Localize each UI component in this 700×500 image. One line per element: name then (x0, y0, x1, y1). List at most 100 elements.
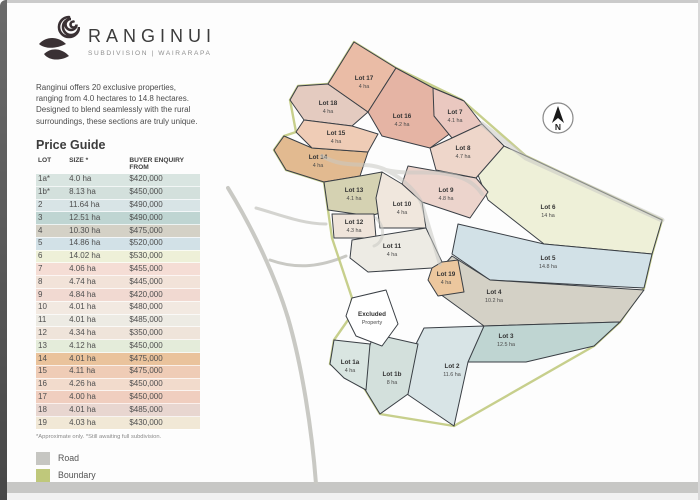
cell-size: 4.11 ha (67, 365, 128, 379)
map-lot-15-name: Lot 15 (327, 130, 346, 137)
map-lot-10-size: 4 ha (397, 210, 408, 216)
legend-item-road: Road (36, 451, 208, 465)
cell-size: 4.0 ha (67, 173, 128, 187)
cell-lot: 13 (36, 339, 68, 354)
legend-swatch-road (36, 451, 50, 465)
cell-price: $475,000 (127, 224, 200, 238)
map-lot-1b-name: Lot 1b (383, 371, 402, 378)
map-lot-2-name: Lot 2 (444, 363, 460, 370)
map-lot-2-size: 11.6 ha (443, 372, 461, 378)
cell-price: $485,000 (127, 314, 200, 328)
west-spur-road (254, 206, 328, 226)
cell-size: 14.02 ha (67, 250, 128, 264)
cell-lot: 14 (36, 352, 68, 366)
legend-swatch-boundary (36, 468, 50, 482)
cell-lot: 1a* (36, 173, 68, 187)
lots-layer: Lot 6 14 ha Lot 5 14.8 ha Lot 4 10.2 ha Lot 3 1… (273, 41, 663, 427)
price-row-2: 2 11.64 ha $490,000 (36, 199, 200, 213)
price-row-1a: 1a* 4.0 ha $420,000 (36, 173, 200, 187)
cell-price: $475,000 (127, 365, 200, 379)
map-lot-5-size: 14.8 ha (539, 264, 557, 270)
cell-lot: 3 (36, 211, 68, 226)
map-lot-3-name: Lot 3 (498, 333, 514, 340)
cell-lot: 10 (36, 301, 68, 315)
cell-lot: 16 (36, 378, 68, 392)
map-lot-4-size: 10.2 ha (485, 298, 503, 304)
col-lot: LOT (38, 156, 52, 164)
map-lot-13-name: Lot 13 (345, 187, 364, 194)
map-lot-excluded-size: Property (362, 320, 383, 326)
price-row-14: 14 4.01 ha $475,000 (36, 352, 200, 366)
cell-lot: 12 (36, 326, 68, 341)
cell-size: 10.30 ha (67, 224, 128, 238)
page-edge-left (0, 0, 7, 500)
main-road (226, 186, 318, 486)
map-lot-17-name: Lot 17 (355, 75, 374, 82)
map-lot-5-name: Lot 5 (540, 255, 556, 262)
map-lot-18-size: 4 ha (323, 109, 334, 115)
price-table-body: 1a* 4.0 ha $420,000 1b* 8.13 ha $450,000 2 11.6… (36, 173, 200, 430)
map-lot-9-name: Lot 9 (438, 187, 454, 194)
cell-price: $490,000 (127, 199, 200, 213)
map-lot-16-name: Lot 16 (393, 113, 412, 120)
cell-size: 4.34 ha (67, 326, 128, 341)
price-row-1b: 1b* 8.13 ha $450,000 (36, 186, 200, 200)
map-lot-8-size: 4.7 ha (456, 154, 471, 160)
price-row-12: 12 4.34 ha $350,000 (36, 326, 200, 341)
map-lot-19-name: Lot 19 (437, 271, 456, 278)
legend-label: Boundary (58, 470, 96, 481)
col-size: SIZE * (69, 156, 89, 164)
map-lot-11-size: 4 ha (387, 252, 398, 258)
brand-header: RANGINUI SUBDIVISION | WAIRARAPA (36, 14, 211, 69)
map-legend: Road Boundary (36, 451, 208, 482)
cell-price: $430,000 (127, 416, 200, 430)
price-row-4: 4 10.30 ha $475,000 (36, 224, 200, 238)
info-panel: RANGINUI SUBDIVISION | WAIRARAPA Ranginu… (36, 14, 211, 482)
map-lot-13-size: 4.1 ha (347, 196, 362, 202)
map-lot-excluded (345, 289, 399, 347)
price-row-18: 18 4.01 ha $485,000 (36, 403, 200, 418)
cell-price: $420,000 (127, 288, 200, 302)
cell-price: $450,000 (127, 390, 200, 405)
cell-price: $450,000 (127, 186, 200, 200)
cell-size: 4.84 ha (67, 288, 128, 302)
cell-size: 11.64 ha (67, 199, 128, 213)
price-row-8: 8 4.74 ha $445,000 (36, 275, 200, 290)
cell-size: 4.01 ha (67, 301, 128, 315)
cell-size: 4.01 ha (67, 403, 128, 418)
compass-n-label: N (555, 122, 561, 132)
map-lot-19-size: 4 ha (441, 280, 452, 286)
cell-lot: 9 (36, 288, 68, 302)
map-lot-9-size: 4.8 ha (439, 196, 454, 202)
col-buyer-enquiry: BUYER ENQUIRY FROM (129, 156, 184, 172)
map-lot-1a-size: 4 ha (345, 368, 356, 374)
intro-paragraph: Ranginui offers 20 exclusive properties,… (36, 83, 198, 126)
price-table: LOT SIZE * BUYER ENQUIRY FROM 1a* 4.0 ha $… (36, 156, 200, 430)
map-lot-7-name: Lot 7 (447, 109, 463, 116)
map-lot-18-name: Lot 18 (319, 100, 338, 107)
cell-price: $450,000 (127, 339, 200, 354)
subdivision-map: Lot 6 14 ha Lot 5 14.8 ha Lot 4 10.2 ha Lot 3 1… (226, 28, 690, 486)
cell-size: 4.01 ha (67, 314, 128, 328)
internal-roads (320, 121, 665, 266)
cell-lot: 17 (36, 390, 68, 405)
cell-price: $480,000 (127, 301, 200, 315)
map-lot-19 (427, 259, 465, 297)
map-lot-12-size: 4.3 ha (347, 228, 362, 234)
compass: N (542, 102, 574, 134)
map-lot-14-name: Lot 14 (309, 154, 328, 161)
cell-lot: 2 (36, 199, 68, 213)
map-lot-12-name: Lot 12 (345, 219, 364, 226)
price-row-5: 5 14.86 ha $520,000 (36, 237, 200, 251)
map-lot-1a-name: Lot 1a (341, 359, 360, 366)
legend-item-boundary: Boundary (36, 468, 208, 482)
page-edge-top (7, 0, 700, 3)
cell-size: 4.01 ha (67, 352, 128, 366)
price-row-3: 3 12.51 ha $490,000 (36, 211, 200, 226)
price-row-15: 15 4.11 ha $475,000 (36, 365, 200, 379)
cell-size: 8.13 ha (67, 186, 128, 200)
legend-label: Road (58, 453, 80, 464)
entry-road (268, 254, 348, 268)
price-table-header: LOT SIZE * BUYER ENQUIRY FROM (36, 156, 200, 174)
cell-size: 4.06 ha (67, 262, 128, 277)
